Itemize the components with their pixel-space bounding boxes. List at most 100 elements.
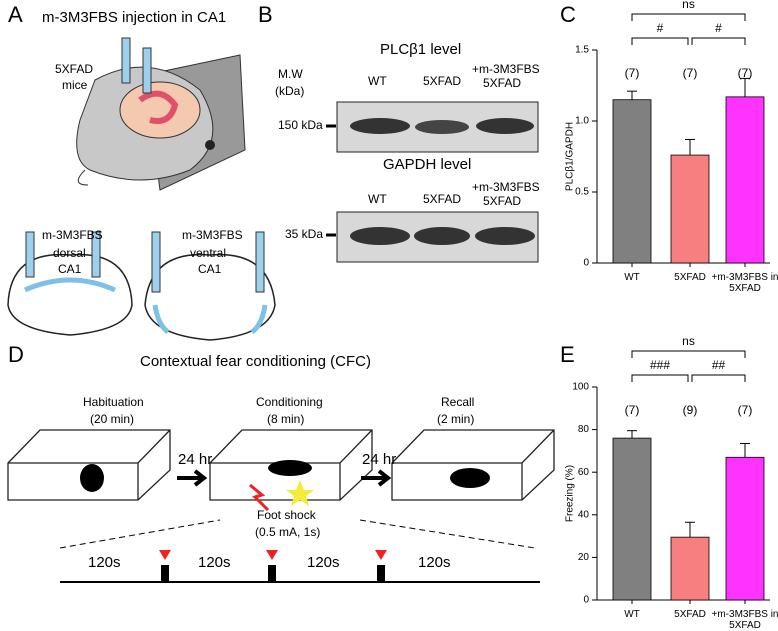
y-tick-label: 80 xyxy=(578,424,590,435)
bar xyxy=(612,99,652,264)
ventral-label: m-3M3FBS xyxy=(182,228,243,242)
y-tick-label: 40 xyxy=(578,509,590,520)
n-label: (7) xyxy=(738,66,753,80)
marker-label: 150 kDa xyxy=(278,118,323,132)
panel-letter: A xyxy=(8,2,23,27)
bar xyxy=(725,456,765,601)
ventral-label: CA1 xyxy=(198,262,222,276)
bar xyxy=(670,536,710,601)
dorsal-label: dorsal xyxy=(53,246,86,260)
shock-bar xyxy=(377,565,385,582)
bar xyxy=(612,437,652,601)
timeline-label: 120s xyxy=(307,554,340,571)
mouse-illustration xyxy=(76,37,246,191)
n-label: (7) xyxy=(625,66,640,80)
band xyxy=(476,118,534,134)
significance-label: ## xyxy=(712,358,726,372)
y-tick-label: 1.0 xyxy=(575,116,589,127)
lane-label: WT xyxy=(368,74,387,88)
bar xyxy=(670,154,710,264)
band xyxy=(414,227,470,245)
blot-title: PLCβ1 level xyxy=(380,41,461,58)
y-tick-label: 1.5 xyxy=(575,45,589,56)
lane-label: +m-3M3FBS xyxy=(472,62,540,76)
x-tick-label: 5XFAD xyxy=(674,609,706,620)
timeline-label: 120s xyxy=(198,554,231,571)
lane-label: 5XFAD xyxy=(423,74,461,88)
shock-icon xyxy=(249,483,270,512)
y-tick-label: 0 xyxy=(583,595,589,606)
y-axis-label: PLCβ1/GAPDH xyxy=(565,122,576,191)
band xyxy=(350,118,410,134)
lane-label: 5XFAD xyxy=(423,192,461,206)
significance-bracket xyxy=(631,37,689,45)
arrow xyxy=(361,469,392,487)
stage-name: Recall xyxy=(441,395,474,409)
ventral-label: ventral xyxy=(190,246,226,260)
panel-letter: E xyxy=(560,342,575,367)
panel-letter: B xyxy=(258,2,273,27)
lane-label: WT xyxy=(368,192,387,206)
n-label: (7) xyxy=(683,66,698,80)
x-tick-label: WT xyxy=(624,609,640,620)
stage-duration: (20 min) xyxy=(90,412,134,426)
chambers xyxy=(7,429,555,501)
shock-icon xyxy=(286,480,314,506)
zoom-lines xyxy=(59,519,536,549)
significance-label: ns xyxy=(682,334,695,348)
band xyxy=(415,120,469,134)
brain-sections xyxy=(7,231,276,341)
mouse xyxy=(268,460,312,476)
y-tick-label: 60 xyxy=(578,467,590,478)
significance-bracket xyxy=(631,350,746,358)
significance-label: ### xyxy=(650,358,670,372)
lane-label: +m-3M3FBS xyxy=(472,180,540,194)
timeline-label: 120s xyxy=(418,554,451,571)
shock-marker xyxy=(159,550,387,560)
mw-label: (kDa) xyxy=(275,84,304,98)
panel-title: Contextual fear conditioning (CFC) xyxy=(140,353,371,370)
timeline-label: 120s xyxy=(88,554,121,571)
shock-label: (0.5 mA, 1s) xyxy=(255,525,320,539)
shock-bar xyxy=(161,565,169,582)
significance-bracket xyxy=(691,374,746,382)
shock-label: Foot shock xyxy=(257,508,317,522)
y-tick-label: 0 xyxy=(583,258,589,269)
panel-title: m-3M3FBS injection in CA1 xyxy=(42,9,226,26)
stage-name: Habituation xyxy=(83,395,144,409)
y-tick-label: 20 xyxy=(578,552,590,563)
y-axis-label: Freezing (%) xyxy=(565,465,576,522)
mouse-label: mice xyxy=(62,78,88,92)
mouse xyxy=(80,464,104,492)
significance-bracket xyxy=(691,37,746,45)
bar xyxy=(725,96,765,264)
band xyxy=(475,227,535,245)
arrow xyxy=(177,469,208,487)
lane-label: 5XFAD xyxy=(483,76,521,90)
stage-duration: (2 min) xyxy=(437,412,474,426)
n-label: (7) xyxy=(625,403,640,417)
x-tick-label: +m-3M3FBS in 5XFAD xyxy=(711,272,778,294)
panel-letter: C xyxy=(560,2,576,27)
mouse xyxy=(450,468,490,488)
significance-bracket xyxy=(631,13,746,21)
n-label: (9) xyxy=(683,403,698,417)
significance-label: # xyxy=(657,21,664,35)
lane-label: 5XFAD xyxy=(483,194,521,208)
blot-title: GAPDH level xyxy=(383,156,471,173)
mw-label: M.W xyxy=(278,67,303,81)
marker-label: 35 kDa xyxy=(285,227,323,241)
stage-name: Conditioning xyxy=(256,395,323,409)
dorsal-label: m-3M3FBS xyxy=(42,228,103,242)
significance-bracket xyxy=(631,374,689,382)
dorsal-label: CA1 xyxy=(58,262,82,276)
shock-bar xyxy=(268,565,276,582)
mouse-label: 5XFAD xyxy=(55,62,93,76)
x-tick-label: WT xyxy=(624,272,640,283)
significance-label: # xyxy=(715,21,722,35)
x-tick-label: 5XFAD xyxy=(674,272,706,283)
panel-letter: D xyxy=(8,342,24,367)
stage-duration: (8 min) xyxy=(267,412,304,426)
